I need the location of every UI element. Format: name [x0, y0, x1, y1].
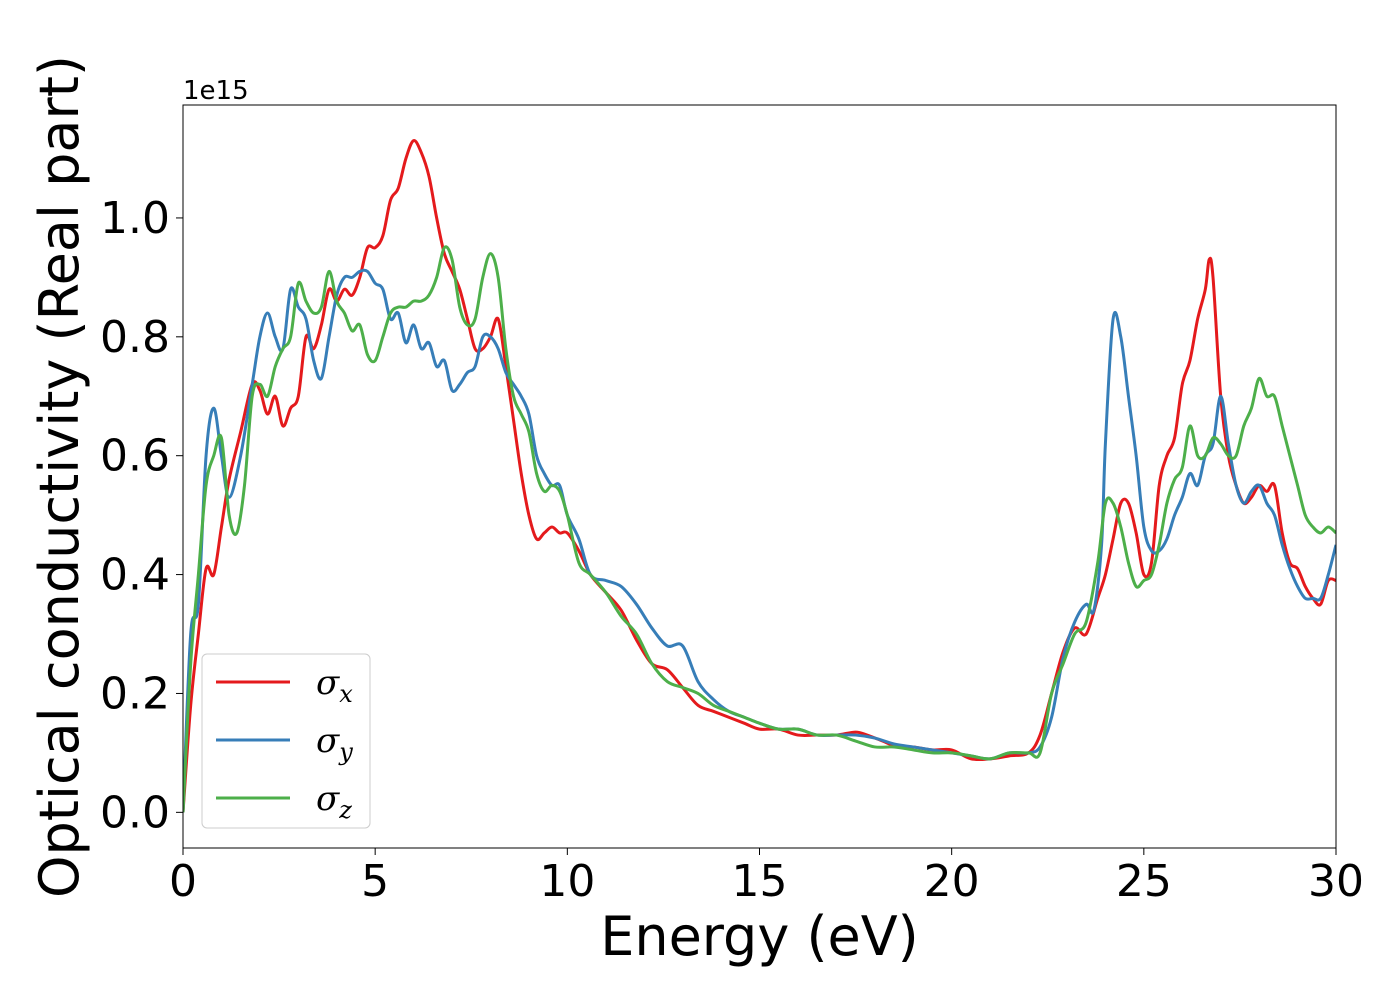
y-tick-label: 0.0: [100, 787, 170, 838]
series-layer: [183, 139, 1336, 813]
x-tick-label: 20: [924, 856, 980, 907]
x-tick-label: 15: [732, 856, 788, 907]
y-tick-label: 0.4: [100, 550, 170, 601]
x-tick-label: 10: [539, 856, 595, 907]
y-tick-label: 0.6: [100, 431, 170, 482]
x-tick-label: 0: [169, 856, 197, 907]
legend-label-z: σz: [316, 779, 352, 824]
x-axis-title: Energy (eV): [600, 905, 919, 968]
y-tick-label: 1.0: [100, 193, 170, 244]
y-axis-title: Optical conductivity (Real part): [28, 55, 91, 898]
x-tick-label: 25: [1116, 856, 1172, 907]
legend-label-y: σy: [316, 721, 353, 766]
x-tick-label: 30: [1308, 856, 1364, 907]
y-tick-label: 0.8: [100, 312, 170, 363]
legend-label-x: σx: [316, 663, 353, 708]
series-line-y: [183, 268, 1336, 813]
legend: σx σy σz: [201, 653, 371, 829]
series-line-z: [183, 245, 1336, 813]
y-tick-label: 0.2: [100, 668, 170, 719]
y-axis: 0.0 0.2 0.4 0.6 0.8 1.0: [100, 193, 183, 838]
y-offset-text: 1e15: [183, 76, 249, 106]
x-tick-label: 5: [361, 856, 389, 907]
x-axis: 0 5 10 15 20 25 30: [169, 848, 1364, 907]
